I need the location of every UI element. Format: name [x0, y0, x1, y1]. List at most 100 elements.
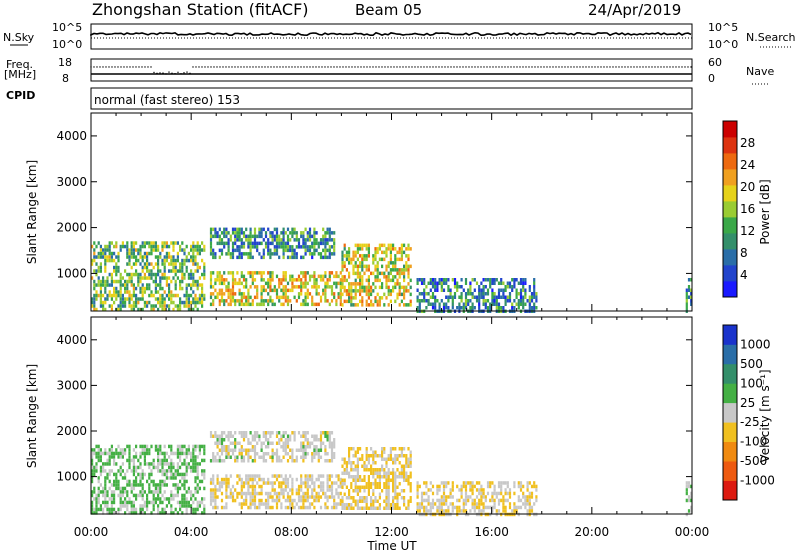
nave-dot [228, 66, 230, 68]
heatmap-cell [269, 481, 272, 485]
heatmap-cell [423, 281, 426, 285]
heatmap-cell [117, 483, 120, 487]
heatmap-cell [194, 300, 197, 305]
heatmap-cell [137, 483, 140, 487]
heatmap-cell [690, 288, 693, 292]
heatmap-cell [161, 458, 164, 463]
heatmap-cell [95, 272, 98, 277]
heatmap-cell [220, 431, 224, 435]
heatmap-cell [132, 244, 135, 249]
heatmap-cell [240, 302, 243, 307]
heatmap-cell [341, 499, 344, 503]
heatmap-cell [690, 505, 693, 510]
heatmap-cell [333, 292, 336, 296]
heatmap-cell [403, 250, 406, 255]
heatmap-cell [297, 292, 301, 296]
colorbar-swatch [723, 441, 737, 462]
heatmap-cell [333, 505, 336, 510]
heatmap-cell [687, 495, 691, 499]
heatmap-cell [354, 464, 357, 468]
heatmap-cell [181, 279, 184, 284]
heatmap-cell [159, 479, 162, 484]
heatmap-cell [326, 238, 329, 242]
heatmap-cell [214, 255, 217, 260]
heatmap-cell [249, 234, 252, 239]
heatmap-cell [315, 248, 318, 253]
heatmap-cell [119, 283, 122, 287]
heatmap-cell [196, 283, 199, 287]
heatmap-cell [374, 471, 377, 475]
heatmap-cell [315, 241, 318, 246]
heatmap-cell [170, 290, 173, 294]
heatmap-cell [526, 495, 529, 499]
heatmap-cell [363, 271, 366, 276]
heatmap-cell [409, 454, 412, 458]
heatmap-cell [326, 477, 329, 482]
heatmap-cell [97, 276, 100, 280]
heatmap-cell [416, 491, 419, 496]
heatmap-cell [245, 238, 248, 242]
heatmap-cell [392, 506, 395, 510]
nave-dot [585, 66, 587, 68]
heatmap-cell [176, 500, 179, 505]
heatmap-cell [319, 481, 323, 485]
heatmap-cell [113, 286, 116, 291]
heatmap-cell [225, 234, 228, 239]
heatmap-cell [108, 248, 111, 252]
freq-label: Freq. [6, 58, 33, 71]
heatmap-cell [405, 478, 408, 482]
heatmap-cell [176, 486, 179, 491]
heatmap-cell [240, 491, 243, 496]
heatmap-cell [110, 469, 113, 473]
heatmap-cell [365, 285, 368, 290]
heatmap-cell [190, 458, 193, 463]
heatmap-cell [282, 455, 285, 459]
heatmap-cell [447, 285, 450, 289]
heatmap-cell [190, 451, 193, 456]
heatmap-cell [161, 500, 164, 505]
heatmap-cell [409, 475, 412, 479]
heatmap-cell [385, 457, 388, 461]
heatmap-cell [359, 264, 362, 269]
heatmap-cell [201, 258, 204, 263]
heatmap-cell [361, 496, 364, 500]
nave-dot [462, 66, 464, 68]
heatmap-cell [229, 234, 232, 239]
heatmap-cell [405, 464, 408, 468]
heatmap-cell [403, 496, 406, 500]
heatmap-cell [453, 505, 457, 510]
heatmap-cell [293, 227, 296, 232]
heatmap-cell [110, 258, 113, 263]
heatmap-cell [370, 482, 373, 486]
heatmap-cell [216, 241, 219, 246]
heatmap-cell [389, 278, 392, 283]
nave-dot [690, 66, 692, 68]
heatmap-cell [383, 468, 386, 472]
heatmap-cell [256, 441, 259, 445]
heatmap-cell [185, 479, 188, 484]
heatmap-cell [385, 264, 388, 269]
heatmap-cell [286, 238, 290, 242]
colorbar-tick-label: 16 [740, 202, 755, 216]
heatmap-cell [148, 272, 151, 277]
nave-dot [594, 66, 596, 68]
heatmap-cell [376, 268, 379, 272]
heatmap-cell [511, 302, 514, 306]
heatmap-cell [506, 281, 509, 285]
heatmap-cell [258, 271, 261, 275]
heatmap-cell [174, 476, 177, 480]
heatmap-cell [179, 472, 182, 477]
heatmap-cell [280, 238, 283, 242]
heatmap-cell [236, 281, 239, 286]
heatmap-cell [115, 241, 118, 245]
heatmap-cell [394, 485, 397, 489]
heatmap-cell [403, 468, 406, 472]
heatmap-cell [108, 507, 111, 512]
nave-dot [528, 66, 530, 68]
heatmap-cell [367, 254, 370, 258]
heatmap-cell [157, 504, 160, 508]
heatmap-cell [387, 292, 390, 297]
heatmap-cell [524, 295, 527, 299]
heatmap-cell [249, 231, 252, 235]
heatmap-cell [245, 498, 248, 503]
